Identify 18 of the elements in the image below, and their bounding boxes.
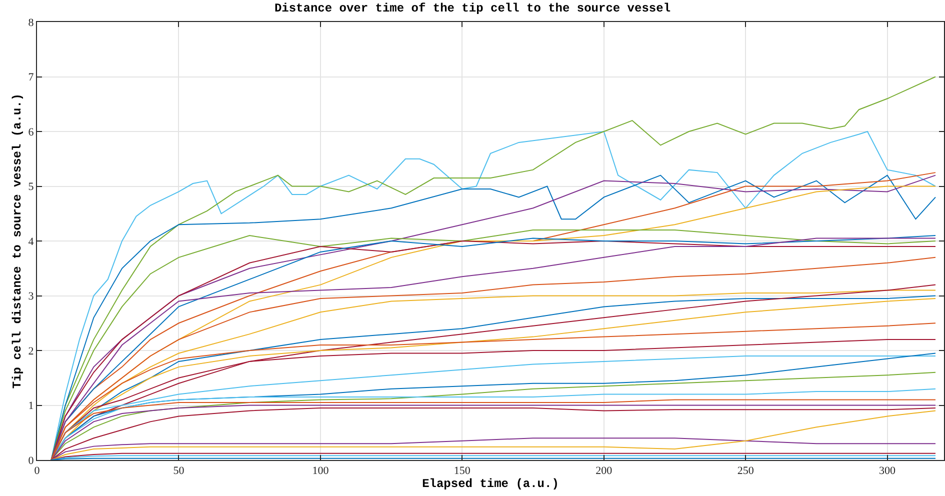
y-tick-label: 8 bbox=[28, 16, 34, 29]
x-tick-label: 300 bbox=[879, 465, 896, 478]
y-tick-label: 4 bbox=[28, 236, 34, 248]
y-tick-label: 5 bbox=[28, 181, 34, 194]
y-tick-label: 6 bbox=[28, 126, 34, 138]
chart-title: Distance over time of the tip cell to the source vessel bbox=[274, 1, 671, 16]
x-tick-label: 250 bbox=[737, 465, 754, 478]
x-tick-label: 150 bbox=[454, 465, 471, 478]
x-tick-label: 200 bbox=[596, 465, 613, 478]
y-axis-title: Tip cell distance to source vessel (a.u.) bbox=[10, 93, 25, 389]
x-tick-label: 50 bbox=[173, 465, 185, 478]
x-tick-label: 100 bbox=[312, 465, 330, 478]
x-axis-title: Elapsed time (a.u.) bbox=[422, 477, 559, 492]
y-tick-label: 3 bbox=[28, 290, 34, 303]
y-tick-label: 7 bbox=[28, 72, 34, 84]
y-tick-label: 1 bbox=[28, 400, 34, 412]
y-tick-label: 0 bbox=[28, 454, 34, 467]
y-tick-label: 2 bbox=[28, 345, 34, 358]
